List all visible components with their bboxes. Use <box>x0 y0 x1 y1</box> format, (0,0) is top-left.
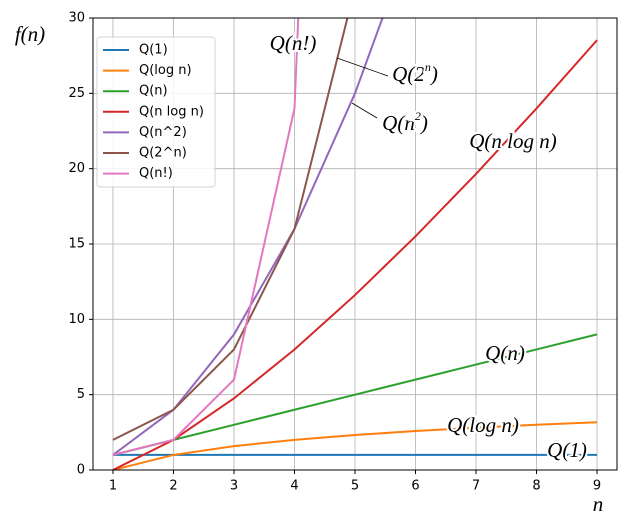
y-tick-label: 20 <box>68 161 85 176</box>
annotation-part: ) <box>420 111 428 135</box>
annotation: Q(1) <box>547 438 587 462</box>
x-tick-label: 6 <box>411 479 419 494</box>
pointer <box>336 57 389 77</box>
annotation: Q(log n) <box>447 413 519 437</box>
legend-label: Q(1) <box>139 43 168 58</box>
axes-frame <box>92 17 618 471</box>
annotation-part: n <box>425 60 431 74</box>
y-tick-label: 10 <box>68 312 85 327</box>
annotation: Q(n2) <box>382 109 428 135</box>
x-tick-label: 3 <box>230 479 238 494</box>
annotation: Q(n!) <box>270 31 317 55</box>
x-tick-label: 8 <box>532 479 540 494</box>
y-tick-label: 25 <box>68 86 85 101</box>
y-tick-label: 5 <box>77 387 85 402</box>
x-tick-label: 4 <box>290 479 298 494</box>
series-line <box>112 18 349 441</box>
series-line <box>112 333 598 456</box>
y-axis-label: f(n) <box>15 22 45 46</box>
x-tick-label: 7 <box>472 479 480 494</box>
x-axis-label: n <box>593 492 604 516</box>
annotation-part: Q(n) <box>485 341 525 365</box>
series-line <box>112 421 598 470</box>
series-line <box>112 18 384 456</box>
x-tick-label: 1 <box>109 479 117 494</box>
plot-area <box>112 18 598 470</box>
annotation-part: ) <box>430 62 438 86</box>
legend-label: Q(log n) <box>139 63 192 78</box>
annotation-part: 2 <box>415 109 421 123</box>
legend-box <box>96 36 216 188</box>
y-tick-label: 15 <box>68 237 85 252</box>
annotation-part: Q(n log n) <box>469 129 557 153</box>
legend-label: Q(n!) <box>139 166 173 181</box>
annotation-part: Q(n <box>382 111 415 135</box>
annotation-part: Q(1) <box>547 438 587 462</box>
x-tick-label: 5 <box>351 479 359 494</box>
legend-label: Q(n) <box>139 84 168 99</box>
annotation: Q(n) <box>485 341 525 365</box>
x-tick-label: 2 <box>169 479 177 494</box>
pointer <box>351 102 378 119</box>
y-tick-label: 0 <box>77 463 85 478</box>
annotation-part: Q(n!) <box>270 31 317 55</box>
legend-label: Q(2^n) <box>139 146 187 161</box>
legend-label: Q(n log n) <box>139 104 204 119</box>
annotation-part: Q(log n) <box>447 413 519 437</box>
legend-label: Q(n^2) <box>139 125 187 140</box>
y-tick-label: 30 <box>68 11 85 26</box>
x-tick-label: 9 <box>593 479 601 494</box>
series-line <box>112 39 598 470</box>
annotation-part: Q(2 <box>392 62 425 86</box>
annotation: Q(2n) <box>392 60 438 86</box>
annotation: Q(n log n) <box>469 129 557 153</box>
